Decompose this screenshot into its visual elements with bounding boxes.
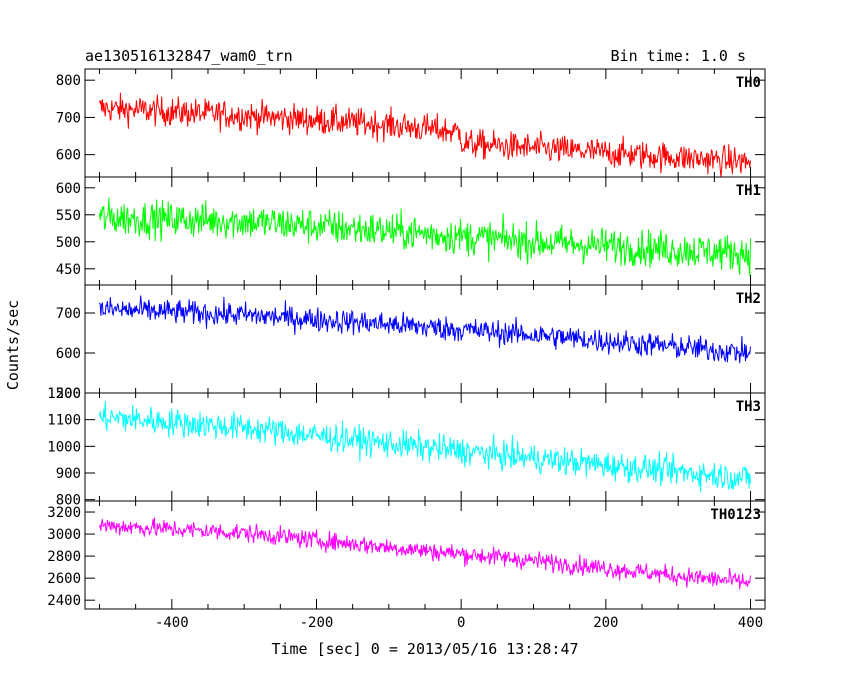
panel-label: TH0123: [710, 507, 761, 523]
y-tick-label: 1100: [47, 413, 81, 429]
series-line-th0: [99, 92, 751, 177]
series-line-th3: [99, 400, 751, 493]
panel-th2: TH2 500 600 700: [56, 284, 766, 402]
y-tick-label: 1200: [47, 386, 81, 402]
y-tick-label: 550: [56, 208, 81, 224]
y-axis-label: Counts/sec: [4, 300, 22, 390]
x-tick-label: 0: [457, 615, 465, 631]
y-tick-label: 500: [56, 235, 81, 251]
panel-label: TH2: [736, 291, 761, 307]
y-tick-label: 800: [56, 73, 81, 89]
y-tick-label: 450: [56, 262, 81, 278]
y-tick-label: 3000: [47, 527, 81, 543]
panel-group: TH0600700800TH1450500550600TH2500600700T…: [47, 68, 766, 631]
series-line-th1: [99, 197, 751, 276]
y-tick-label: 600: [56, 148, 81, 164]
x-tick-label: -200: [300, 615, 334, 631]
y-tick-label: 1000: [47, 439, 81, 455]
y-tick-label: 700: [56, 110, 81, 126]
panel-th0: TH0 600 700 800: [56, 68, 766, 178]
x-axis-label: Time [sec] 0 = 2013/05/16 13:28:47: [271, 640, 578, 658]
y-tick-label: 600: [56, 346, 81, 362]
series-line-th2: [99, 295, 751, 364]
panel-th3: TH3 800 900 1000 1100 1200: [47, 386, 766, 509]
panel-frame: [84, 284, 766, 394]
series-line-th0123: [99, 517, 751, 590]
y-tick-label: 900: [56, 466, 81, 482]
panel-th1: TH1 450 500 550 600: [56, 176, 766, 286]
y-tick-label: 700: [56, 306, 81, 322]
y-tick-label: 500: [56, 386, 81, 402]
panel-label: TH1: [736, 183, 761, 199]
panel-label: TH0: [736, 75, 761, 91]
y-tick-label: 2800: [47, 549, 81, 565]
panel-frame: [84, 500, 766, 610]
observation-id-title: ae130516132847_wam0_trn: [85, 47, 293, 65]
y-tick-label: 2600: [47, 571, 81, 587]
x-tick-label: 400: [738, 615, 763, 631]
y-tick-label: 600: [56, 181, 81, 197]
panel-th0123: TH0123 2400 2600 2800 3000 3200: [47, 500, 766, 610]
panel-label: TH3: [736, 399, 761, 415]
bin-time-label: Bin time: 1.0 s: [611, 47, 746, 65]
y-tick-label: 800: [56, 493, 81, 509]
y-tick-label: 3200: [47, 505, 81, 521]
x-tick-label: -400: [155, 615, 189, 631]
x-tick-label: 200: [593, 615, 618, 631]
y-tick-label: 2400: [47, 593, 81, 609]
